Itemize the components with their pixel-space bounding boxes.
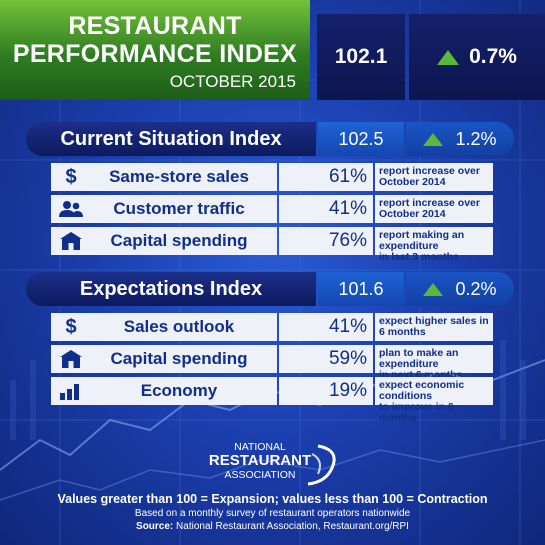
row-percent: 76%	[279, 227, 373, 255]
expectations-value: 101.6	[338, 278, 384, 299]
expectations-row-capital-spending: Capital spending 59% plan to make an exp…	[51, 345, 493, 381]
expectations-value-box: 101.6	[318, 272, 404, 306]
expectations-row-economy: Economy 19% expect economic conditions t…	[51, 377, 493, 424]
row-description-line2: in last 3 months	[379, 251, 459, 263]
logo-line1: NATIONAL	[234, 441, 286, 453]
logo-line3: ASSOCIATION	[225, 469, 296, 481]
expectations-change-box: 0.2%	[406, 272, 514, 306]
header-title-line2: PERFORMANCE INDEX	[12, 40, 298, 68]
header-index-value-box: 102.1	[317, 14, 405, 100]
row-description-line2: to improve in 6 months	[379, 401, 454, 424]
row-percent: 61%	[279, 163, 373, 191]
current-situation-title: Current Situation Index	[60, 127, 282, 150]
current-situation-title-bar: Current Situation Index	[26, 122, 316, 156]
row-description: expect higher sales in 6 months	[375, 313, 493, 341]
building-icon	[51, 232, 91, 250]
row-description-line2: October 2014	[379, 208, 446, 220]
row-description: report making an expenditure in last 3 m…	[375, 227, 493, 263]
row-description-line1: report increase over	[379, 165, 480, 177]
row-description-line1: plan to make an expenditure	[379, 347, 459, 370]
row-label: Customer traffic	[113, 199, 245, 218]
footer-source-label: Source:	[136, 521, 174, 532]
row-description-line1: report making an expenditure	[379, 229, 465, 252]
nra-logo: NATIONAL RESTAURANT ASSOCIATION	[209, 441, 336, 486]
footer-source-text: National Restaurant Association, Restaur…	[176, 521, 409, 532]
row-description-line2: 6 months	[379, 326, 426, 338]
current-row-customer-traffic: Customer traffic 41% report increase ove…	[51, 195, 493, 223]
bar-chart-icon	[51, 382, 91, 400]
expectations-row-sales-outlook: $ Sales outlook 41% expect higher sales …	[51, 313, 493, 341]
expectations-change: 0.2%	[455, 278, 497, 299]
row-percent: 41%	[279, 195, 373, 223]
up-triangle-icon	[423, 132, 444, 146]
dollar-icon: $	[65, 165, 77, 188]
row-label: Sales outlook	[123, 317, 235, 336]
building-icon	[51, 350, 91, 368]
up-triangle-icon	[423, 282, 444, 296]
logo-line2: RESTAURANT	[209, 452, 311, 469]
row-description: report increase over October 2014	[375, 163, 493, 191]
row-description-line2: in next 6 months	[379, 369, 463, 381]
header-title-panel: RESTAURANT PERFORMANCE INDEX OCTOBER 201…	[0, 0, 310, 100]
row-label: Economy	[140, 381, 218, 400]
footer-survey-note: Based on a monthly survey of restaurant …	[134, 508, 411, 519]
dollar-icon: $	[65, 315, 77, 338]
row-description-line1: expect higher sales in	[379, 315, 489, 327]
up-triangle-icon	[437, 49, 460, 65]
row-description-line1: report increase over	[379, 197, 480, 209]
expectations-title-bar: Expectations Index	[26, 272, 316, 306]
footer-expansion-note: Values greater than 100 = Expansion; val…	[57, 492, 488, 506]
row-label: Capital spending	[110, 231, 248, 250]
row-label: Same-store sales	[109, 167, 249, 186]
current-situation-value: 102.5	[338, 128, 384, 149]
row-description-line1: expect economic conditions	[379, 379, 465, 402]
header-title-line1: RESTAURANT	[68, 12, 242, 40]
header-date: OCTOBER 2015	[169, 72, 296, 91]
row-description: expect economic conditions to improve in…	[375, 377, 493, 424]
expectations-title: Expectations Index	[79, 277, 263, 300]
current-situation-value-box: 102.5	[318, 122, 404, 156]
header-index-value: 102.1	[334, 45, 388, 68]
footer-source: Source: National Restaurant Association,…	[0, 521, 545, 532]
people-icon	[51, 200, 91, 218]
row-description: plan to make an expenditure in next 6 mo…	[375, 345, 493, 381]
row-percent: 19%	[279, 377, 373, 405]
current-row-same-store-sales: $ Same-store sales 61% report increase o…	[51, 163, 493, 191]
row-percent: 41%	[279, 313, 373, 341]
row-description: report increase over October 2014	[375, 195, 493, 223]
header-index-change: 0.7%	[469, 45, 517, 68]
row-label: Capital spending	[110, 349, 248, 368]
header-index-change-box: 0.7%	[409, 14, 545, 100]
row-description-line2: October 2014	[379, 176, 446, 188]
row-percent: 59%	[279, 345, 373, 373]
current-situation-change-box: 1.2%	[406, 122, 514, 156]
current-situation-change: 1.2%	[455, 128, 497, 149]
current-row-capital-spending: Capital spending 76% report making an ex…	[51, 227, 493, 263]
